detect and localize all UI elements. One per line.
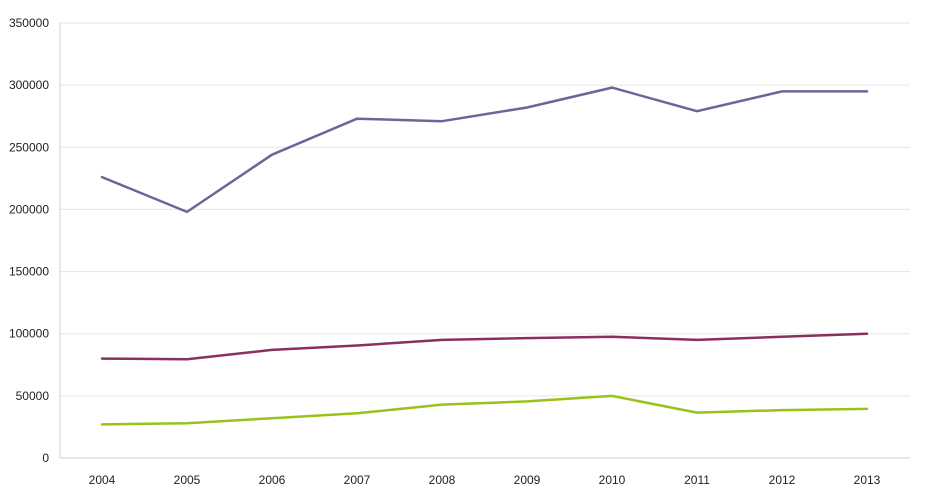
x-tick-label: 2012 [769,473,796,487]
y-tick-label: 100000 [9,327,49,341]
y-tick-labels: 0 50000 100000 150000 200000 250000 300000 3500… [9,16,49,465]
y-tick-label: 300000 [9,78,49,92]
x-tick-label: 2009 [514,473,541,487]
x-tick-label: 2013 [854,473,881,487]
series-line-2 [100,332,869,361]
x-tick-labels: 2004 2005 2006 2007 2008 2009 2010 2011 2012 2013 [89,473,881,487]
series-line-3 [100,394,869,426]
x-tick-label: 2011 [684,473,710,487]
y-tick-label: 0 [42,451,49,465]
series-layer [100,86,869,426]
y-tick-label: 50000 [16,389,50,403]
x-tick-label: 2008 [429,473,456,487]
x-tick-label: 2006 [259,473,286,487]
grid-layer [60,22,910,397]
axis-layer [59,23,910,459]
y-tick-label: 250000 [9,140,49,154]
x-tick-label: 2004 [89,473,116,487]
x-tick-label: 2007 [344,473,371,487]
y-tick-label: 200000 [9,202,49,216]
series-line-1 [100,86,869,214]
y-tick-label: 150000 [9,265,49,279]
x-tick-label: 2005 [174,473,201,487]
x-tick-label: 2010 [599,473,626,487]
y-tick-label: 350000 [9,16,49,30]
